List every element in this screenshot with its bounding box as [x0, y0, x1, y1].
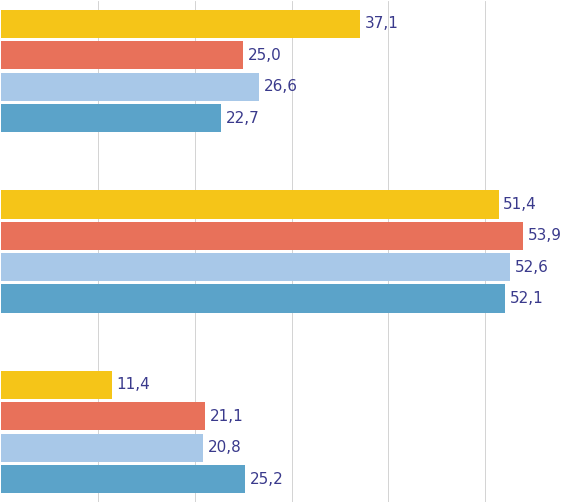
- Bar: [1, 104, 221, 132]
- Bar: [1, 402, 206, 431]
- Bar: [1, 285, 506, 313]
- Text: 26,6: 26,6: [264, 79, 298, 94]
- Text: 53,9: 53,9: [528, 228, 562, 243]
- Text: 52,6: 52,6: [515, 260, 549, 275]
- Bar: [1, 72, 258, 101]
- Text: 22,7: 22,7: [225, 111, 260, 126]
- Text: 20,8: 20,8: [207, 440, 241, 455]
- Text: 11,4: 11,4: [116, 377, 150, 392]
- Bar: [1, 190, 499, 218]
- Bar: [1, 465, 245, 493]
- Text: 21,1: 21,1: [210, 409, 244, 424]
- Text: 51,4: 51,4: [503, 197, 537, 212]
- Bar: [1, 434, 203, 462]
- Bar: [1, 253, 510, 281]
- Bar: [1, 41, 243, 69]
- Bar: [1, 222, 523, 250]
- Text: 52,1: 52,1: [510, 291, 544, 306]
- Text: 25,2: 25,2: [250, 471, 283, 486]
- Text: 37,1: 37,1: [365, 17, 399, 32]
- Bar: [1, 10, 360, 38]
- Bar: [1, 371, 112, 399]
- Text: 25,0: 25,0: [248, 48, 282, 63]
